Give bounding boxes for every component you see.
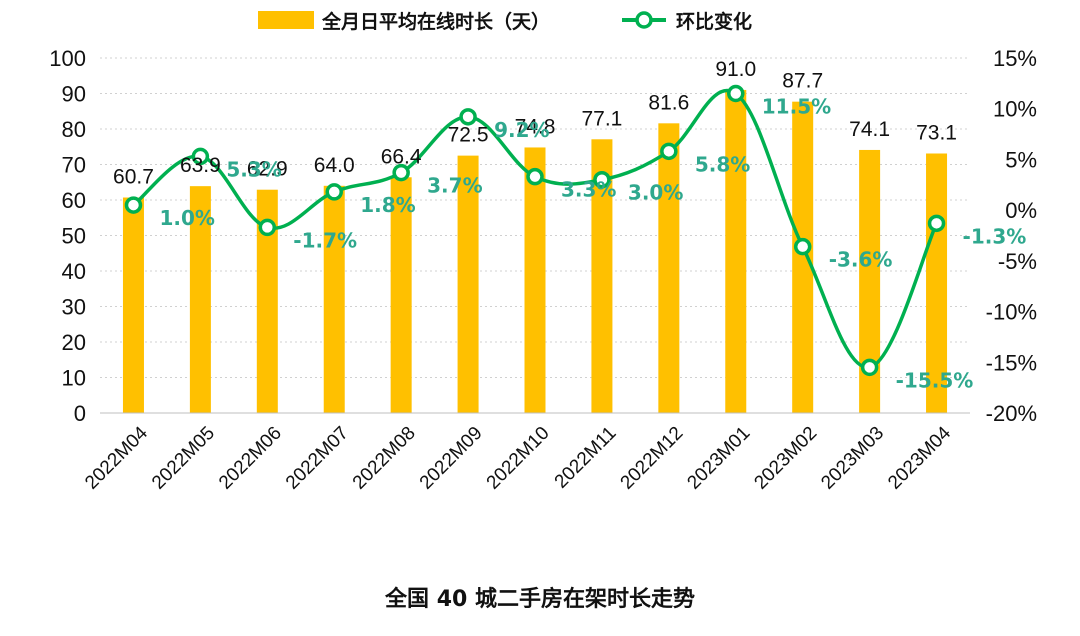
line-value-label: -1.7% bbox=[293, 228, 357, 252]
chart-title: 全国 40 城二手房在架时长走势 bbox=[384, 586, 695, 612]
legend-line-label: 环比变化 bbox=[676, 10, 752, 33]
line-value-label: 9.2% bbox=[494, 118, 549, 142]
y-left-tick-label: 40 bbox=[62, 259, 86, 284]
bar bbox=[457, 155, 479, 413]
y-left-tick-label: 60 bbox=[62, 188, 86, 213]
y-right-tick-label: -10% bbox=[986, 300, 1037, 325]
x-tick-label: 2022M05 bbox=[148, 423, 219, 494]
bar bbox=[323, 185, 345, 413]
line-series bbox=[124, 84, 946, 377]
bar-value-label: 77.1 bbox=[581, 107, 622, 130]
x-tick-label: 2023M04 bbox=[884, 422, 955, 493]
y-right-tick-label: 5% bbox=[1005, 147, 1037, 172]
bar-value-label: 72.5 bbox=[448, 124, 489, 147]
bar-value-label: 81.6 bbox=[648, 91, 689, 114]
line-point bbox=[660, 142, 678, 161]
bar bbox=[256, 189, 278, 413]
legend-bar-label: 全月日平均在线时长（天） bbox=[321, 10, 550, 33]
bar bbox=[859, 149, 881, 413]
legend-bar-swatch bbox=[258, 11, 314, 29]
y-left-tick-label: 80 bbox=[62, 117, 86, 142]
x-tick-label: 2022M07 bbox=[282, 423, 353, 494]
line-value-label: 5.3% bbox=[226, 157, 281, 181]
y-right-tick-label: -5% bbox=[998, 249, 1037, 274]
y-right-tick-label: 0% bbox=[1005, 198, 1037, 223]
x-tick-label: 2023M01 bbox=[683, 423, 754, 494]
line-value-label: 3.3% bbox=[561, 178, 616, 202]
line-point bbox=[793, 237, 812, 256]
line-point bbox=[927, 214, 946, 233]
y-left-tick-label: 90 bbox=[62, 82, 86, 107]
line-point bbox=[860, 358, 879, 377]
bar bbox=[390, 177, 412, 413]
legend: 全月日平均在线时长（天） 环比变化 bbox=[258, 10, 752, 33]
line-point bbox=[325, 183, 343, 201]
y-right-tick-label: 15% bbox=[993, 46, 1037, 71]
y-left-tick-label: 20 bbox=[62, 330, 86, 355]
bar bbox=[122, 197, 144, 413]
bar-value-label: 74.8 bbox=[515, 115, 556, 138]
bar-value-label: 62.9 bbox=[247, 158, 288, 181]
bar bbox=[591, 139, 613, 414]
line-value-label: 1.8% bbox=[360, 193, 415, 217]
x-tick-label: 2022M12 bbox=[617, 423, 688, 494]
line-value-label: 3.0% bbox=[628, 181, 683, 205]
bar-value-label: 87.7 bbox=[782, 70, 823, 93]
y-right-tick-label: -20% bbox=[986, 401, 1037, 426]
y-left-tick-label: 10 bbox=[62, 366, 86, 391]
line-point bbox=[459, 108, 477, 126]
line-point bbox=[727, 84, 745, 103]
bar-value-label: 73.1 bbox=[916, 121, 957, 144]
bar-value-label: 63.9 bbox=[180, 154, 221, 177]
bar-value-label: 60.7 bbox=[113, 166, 154, 189]
bar bbox=[792, 101, 814, 413]
bar-value-label: 74.1 bbox=[849, 118, 890, 141]
y-right-tick-label: -15% bbox=[986, 350, 1037, 375]
line-value-label: -3.6% bbox=[829, 248, 893, 272]
x-tick-label: 2022M04 bbox=[81, 422, 152, 493]
legend-line-marker bbox=[635, 11, 653, 29]
bar-value-label: 64.0 bbox=[314, 154, 355, 177]
line-value-label: 11.5% bbox=[762, 95, 831, 119]
bars bbox=[122, 89, 948, 414]
y-left-tick-label: 70 bbox=[62, 153, 86, 178]
bar bbox=[725, 89, 747, 413]
line-value-label: -1.3% bbox=[963, 224, 1027, 248]
x-tick-label: 2023M03 bbox=[817, 423, 888, 494]
y-left-tick-label: 0 bbox=[74, 401, 86, 426]
bar bbox=[658, 123, 680, 413]
y-left-tick-label: 100 bbox=[49, 46, 86, 71]
line-point bbox=[593, 170, 611, 189]
line-point bbox=[392, 163, 410, 182]
line-point bbox=[526, 167, 544, 186]
line-value-label: 5.8% bbox=[695, 152, 750, 176]
x-tick-label: 2022M11 bbox=[551, 423, 621, 493]
x-tick-label: 2022M06 bbox=[215, 423, 286, 494]
line-value-label: 3.7% bbox=[427, 174, 482, 198]
x-tick-label: 2022M09 bbox=[416, 423, 487, 494]
x-tick-label: 2022M10 bbox=[483, 423, 554, 494]
line-value-label: -15.5% bbox=[896, 368, 974, 392]
line-point bbox=[258, 218, 277, 237]
line-point bbox=[191, 147, 210, 166]
bar-value-label: 66.4 bbox=[381, 145, 422, 168]
y-left-tick-label: 50 bbox=[62, 224, 86, 249]
x-tick-label: 2023M02 bbox=[750, 423, 821, 494]
x-tick-label: 2022M08 bbox=[349, 423, 420, 494]
bar-value-label: 91.0 bbox=[715, 58, 756, 81]
line-value-label: 1.0% bbox=[159, 206, 214, 230]
y-left-tick-label: 30 bbox=[62, 295, 86, 320]
bar bbox=[189, 186, 211, 413]
bar bbox=[524, 147, 546, 413]
line-point bbox=[124, 196, 143, 214]
y-right-tick-label: 10% bbox=[993, 97, 1037, 122]
data-labels: 60.7 63.9 62.9 64.0 66.4 72.5 74.8 77.1 81.6 91.0… bbox=[113, 58, 1026, 392]
